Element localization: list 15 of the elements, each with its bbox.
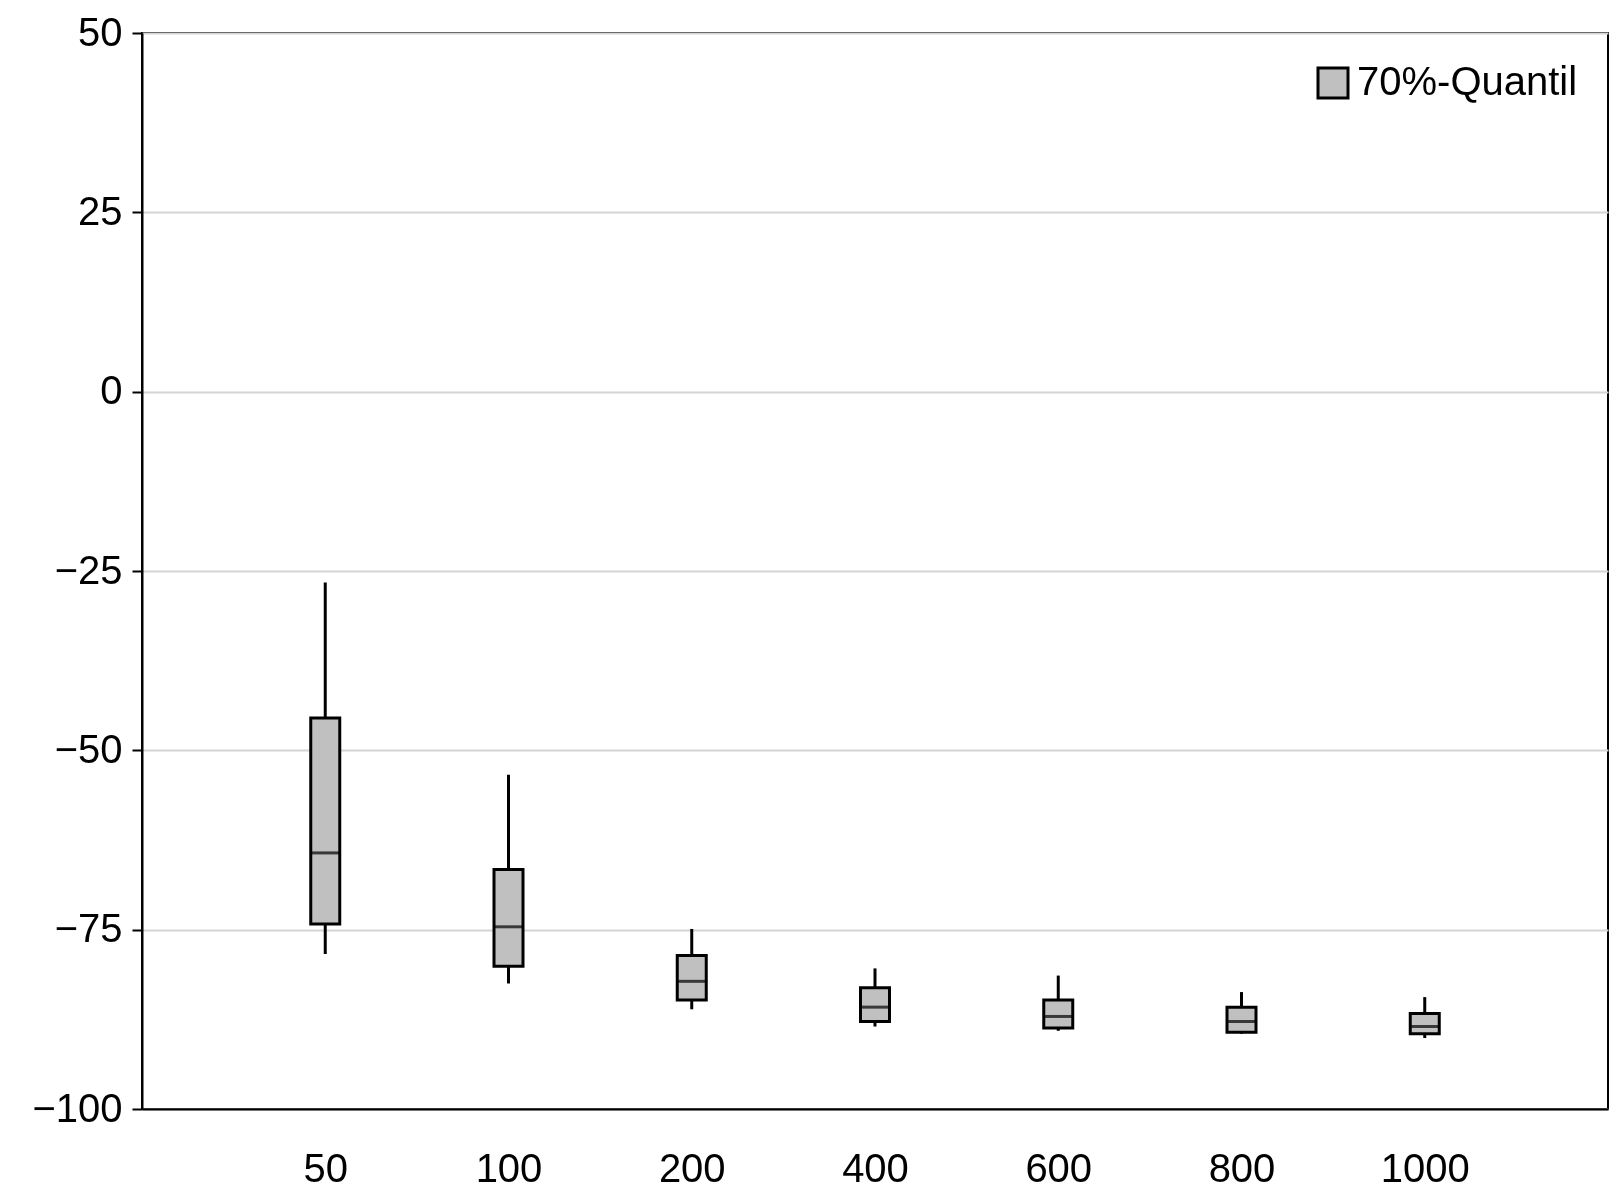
x-tick-label: 400 — [842, 1145, 909, 1190]
x-tick-label: 50 — [303, 1145, 348, 1190]
y-tick-label: −25 — [54, 547, 123, 592]
y-tick-label: 0 — [100, 368, 123, 413]
y-tick-label: −75 — [54, 906, 123, 951]
x-tick-label: 200 — [658, 1145, 726, 1190]
x-tick-label: 100 — [475, 1145, 543, 1190]
y-tick-label: 25 — [78, 188, 123, 233]
y-tick-label: −50 — [54, 726, 123, 771]
legend-label: 70%-Quantil — [1357, 59, 1578, 103]
x-tick-label: 1000 — [1380, 1145, 1470, 1190]
y-tick-label: −100 — [32, 1085, 123, 1130]
y-tick-label: 50 — [78, 9, 123, 54]
x-tick-label: 600 — [1025, 1145, 1093, 1190]
x-tick-label: 800 — [1208, 1145, 1276, 1190]
